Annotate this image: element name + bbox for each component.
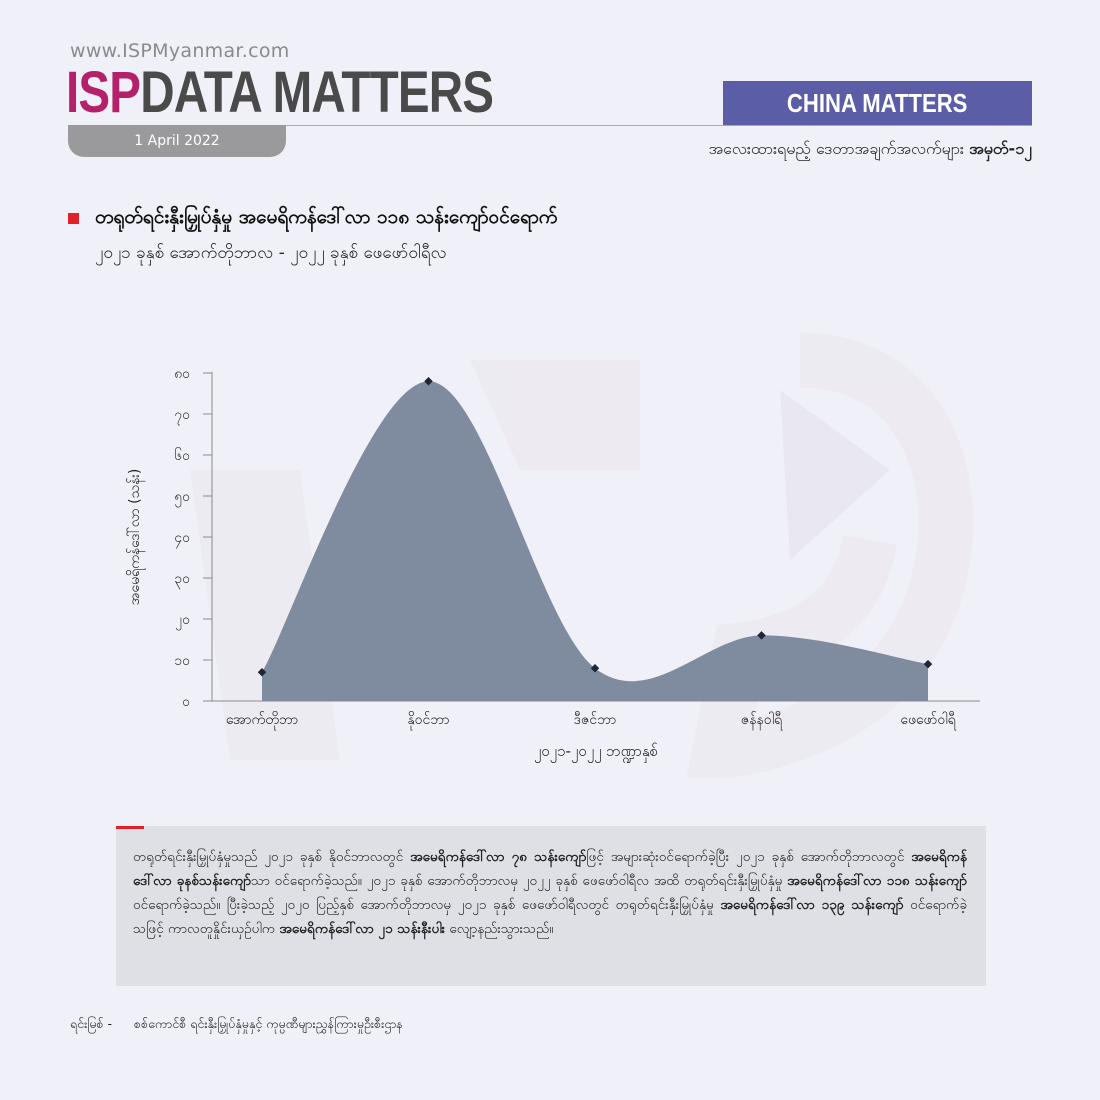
x-tick-label: ဒီဇင်ဘာ [574,712,617,728]
y-tick-label: ၈၀ [174,366,190,382]
data-point-3 [590,663,600,673]
china-matters-label: CHINA MATTERS [787,88,968,118]
data-point-4 [757,631,766,640]
y-axis-title: အမေရိကန်ဒေါ်လာ (သန်း) [127,469,145,606]
y-axis-ticks: ၀ ၁၀ ၂၀ ၃၀ ၄၀ ၅၀ ၆၀ ၇၀ ၈၀ [174,366,212,710]
brand-logo: ISPDATA MATTERS [66,60,494,126]
summary-accent [116,826,144,829]
chart-subtitle: ၂၀၂၁ ခုနှစ် အောက်တိုဘာလ - ၂၀၂၂ ခုနှစ် ဖေ… [95,243,447,263]
series-prefix: အလေးထားရမည့် ဒေတာအချက်အလက်များ [708,139,964,158]
y-tick-label: ၆၀ [174,448,190,464]
y-tick-label: ၃၀ [174,571,190,589]
summary-run: သာ ဝင်ရောက်ခဲ့သည်။ ၂၀၂၁ ခုနှစ် အောက်တိုဘ… [251,873,788,889]
source-line: ရင်းမြစ် - စစ်ကောင်စီ ရင်းနှီးမြှုပ်နှံမှ… [70,1016,403,1035]
chart-title: တရုတ်ရင်းနှီးမြှုပ်နှံမှု အမေရိကန်ဒေါ်လာ… [95,206,558,228]
summary-run: လျော့နည်းသွားသည်။ [445,921,554,937]
source-value: စစ်ကောင်စီ ရင်းနှီးမြှုပ်နှံမှုနှင့် ကုမ… [134,1016,403,1031]
y-tick-label: ၇၀ [174,407,190,425]
y-tick-label: ၀ [182,694,190,710]
summary-highlight: အမေရိကန်ဒေါ်လာ ၁၁၈ သန်းကျော် [787,873,968,889]
watermark-arrow [780,390,890,560]
area-chart: ၀ ၁၀ ၂၀ ၃၀ ၄၀ ၅၀ ၆၀ ၇၀ ၈၀ အောက်တိုဘာ နိုဝင်ဘာ ဒီဇင… [127,332,980,778]
data-point-1 [257,668,267,677]
series-number: အမှတ်-၁၂ [969,139,1032,158]
y-tick-label: ၁၀ [174,653,190,669]
x-tick-label: ဇန်နဝါရီ [741,712,783,730]
summary-run: ဖြင့် အများဆုံးဝင်ရောက်ခဲ့ပြီး ၂၀၂၁ ခုနှ… [586,849,912,865]
y-tick-label: ၅၀ [174,489,190,507]
watermark-shape-mid [470,360,640,470]
y-tick-label: ၂၀ [175,612,190,630]
series-area [262,381,928,701]
summary-highlight: အမေရိကန်ဒေါ်လာ ၁၃၉ သန်းကျော် [720,897,904,913]
title-bullet [68,213,79,224]
watermark-curve [686,332,974,778]
y-tick-label: ၄၀ [174,530,190,548]
summary-highlight: အမေရိကန်ဒေါ်လာ ခုနစ်သန်းကျော် [133,849,967,889]
summary-run: တရုတ်ရင်းနှီးမြှုပ်နှံမှုသည် ၂၀၂၁ ခုနှစ်… [133,849,411,865]
brand-isp: ISP [66,60,141,125]
summary-run: ဝင်ရောက်ခဲ့သဖြင့် ကာလတူနှိုင်းယှဉ်ပါက [133,897,967,937]
x-axis-ticks: အောက်တိုဘာ နိုဝင်ဘာ ဒီဇင်ဘာ ဇန်နဝါရီ ဖေဖော်ဝ… [226,712,957,730]
brand-data-matters: DATA MATTERS [140,60,494,125]
summary-run: ဝင်ရောက်ခဲ့သည်။ ပြီးခဲ့သည့် ၂၀၂၀ ပြည့်နှ… [133,897,721,913]
date-badge: 1 April 2022 [68,125,286,157]
x-axis-title: ၂၀၂၁-၂၀၂၂ ဘဏ္ဍာနှစ် [534,742,658,763]
header-divider [68,125,1032,126]
data-point-2 [424,376,433,386]
x-tick-label: ဖေဖော်ဝါရီ [900,712,956,730]
summary-highlight: အမေရိကန်ဒေါ်လာ ၇၈ သန်းကျော် [410,849,587,865]
source-label: ရင်းမြစ် - [70,1016,113,1031]
data-markers [257,376,933,677]
series-label: အလေးထားရမည့် ဒေတာအချက်အလက်များ အမှတ်-၁၂ [708,138,1032,162]
website-url: www.ISPMyanmar.com [70,40,290,62]
summary-box [116,826,986,986]
x-tick-label: အောက်တိုဘာ [226,712,298,730]
china-matters-badge: CHINA MATTERS [723,81,1032,125]
data-point-5 [923,659,933,669]
x-tick-label: နိုဝင်ဘာ [407,712,449,730]
summary-text: တရုတ်ရင်းနှီးမြှုပ်နှံမှုသည် ၂၀၂၁ ခုနှစ်… [133,845,967,941]
summary-highlight: အမေရိကန်ဒေါ်လာ ၂၁ သန်းနီးပါး [279,921,446,937]
